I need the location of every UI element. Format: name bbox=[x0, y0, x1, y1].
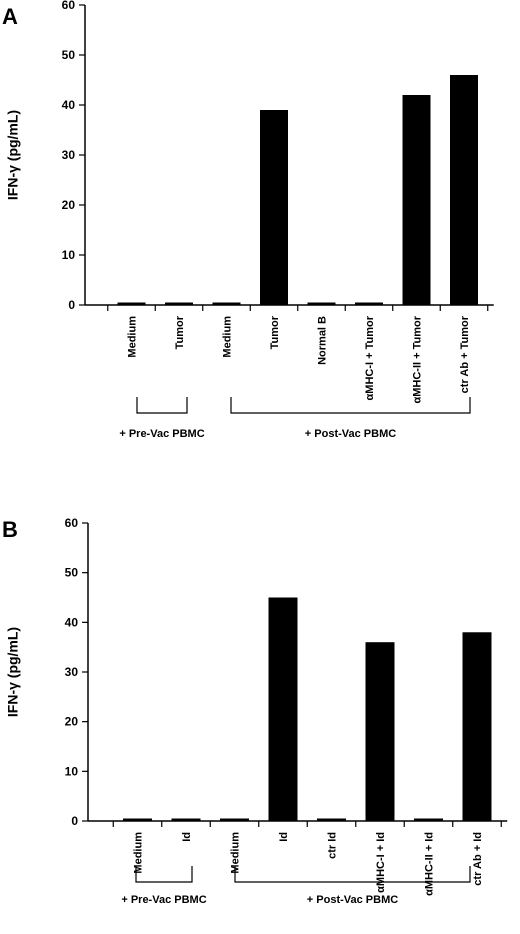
y-tick-label: 10 bbox=[62, 248, 76, 262]
group-bracket bbox=[234, 866, 471, 883]
category-label: Tumor bbox=[174, 315, 186, 349]
y-tick-label: 60 bbox=[62, 0, 76, 12]
bar bbox=[268, 597, 298, 821]
bar bbox=[402, 95, 431, 305]
y-tick-label: 50 bbox=[65, 566, 79, 580]
category-label: Tumor bbox=[269, 315, 281, 349]
category-label: Id bbox=[278, 832, 290, 842]
bar bbox=[123, 818, 152, 821]
bar bbox=[212, 302, 241, 305]
y-tick-label: 0 bbox=[71, 814, 78, 828]
y-tick-label: 0 bbox=[68, 298, 75, 312]
category-label: Medium bbox=[133, 832, 145, 874]
bar bbox=[220, 818, 249, 821]
y-tick-label: 50 bbox=[62, 48, 76, 62]
y-tick-label: 20 bbox=[62, 198, 76, 212]
category-label: Id bbox=[181, 832, 193, 842]
category-label: ctr Ab + Id bbox=[472, 832, 484, 886]
y-tick-label: 40 bbox=[62, 98, 76, 112]
bar bbox=[260, 110, 288, 305]
group-bracket bbox=[230, 397, 471, 414]
category-label: Medium bbox=[222, 316, 234, 358]
group-bracket bbox=[136, 397, 188, 414]
y-tick-label: 20 bbox=[65, 715, 79, 729]
bar bbox=[317, 818, 346, 821]
y-tick-label: 40 bbox=[65, 615, 79, 629]
y-tick-label: 30 bbox=[65, 665, 79, 679]
category-label: αMHC-I + Tumor bbox=[364, 315, 376, 400]
bar bbox=[450, 75, 478, 305]
bar bbox=[117, 302, 146, 305]
group-label: + Post-Vac PBMC bbox=[307, 894, 398, 906]
y-axis-label: IFN-γ (pg/mL) bbox=[5, 110, 21, 200]
category-label: αMHC-II + Tumor bbox=[412, 315, 424, 403]
bar bbox=[171, 818, 201, 821]
category-label: ctr Id bbox=[327, 832, 339, 859]
chart-panel-b: B 0 10 20 30 40 50 60 IFN-γ (pg/mL) Medium Id Mediu… bbox=[2, 516, 508, 906]
panel-letter: B bbox=[2, 517, 18, 542]
category-label: Normal B bbox=[317, 316, 329, 365]
category-label: αMHC-II + Id bbox=[424, 832, 436, 896]
y-tick-label: 60 bbox=[65, 516, 79, 530]
group-label: + Pre-Vac PBMC bbox=[119, 428, 204, 440]
bar bbox=[165, 302, 193, 305]
panel-letter: A bbox=[2, 4, 18, 29]
y-tick-label: 30 bbox=[62, 148, 76, 162]
group-label: + Post-Vac PBMC bbox=[305, 428, 396, 440]
group-bracket bbox=[135, 866, 193, 883]
bar bbox=[365, 642, 395, 821]
category-label: ctr Ab + Tumor bbox=[459, 315, 471, 393]
bar bbox=[414, 818, 443, 821]
group-label: + Pre-Vac PBMC bbox=[121, 894, 206, 906]
chart-panel-a: A 0 10 20 30 40 50 60 IFN-γ (pg/mL) Medium Tumor Me… bbox=[2, 0, 494, 440]
category-label: Medium bbox=[127, 316, 139, 358]
bar bbox=[462, 632, 492, 821]
y-tick-label: 10 bbox=[65, 764, 79, 778]
bar bbox=[355, 302, 383, 305]
y-axis-label: IFN-γ (pg/mL) bbox=[5, 627, 21, 717]
category-label: Medium bbox=[230, 832, 242, 874]
bar bbox=[307, 302, 336, 305]
category-label: αMHC-I + Id bbox=[375, 832, 387, 893]
